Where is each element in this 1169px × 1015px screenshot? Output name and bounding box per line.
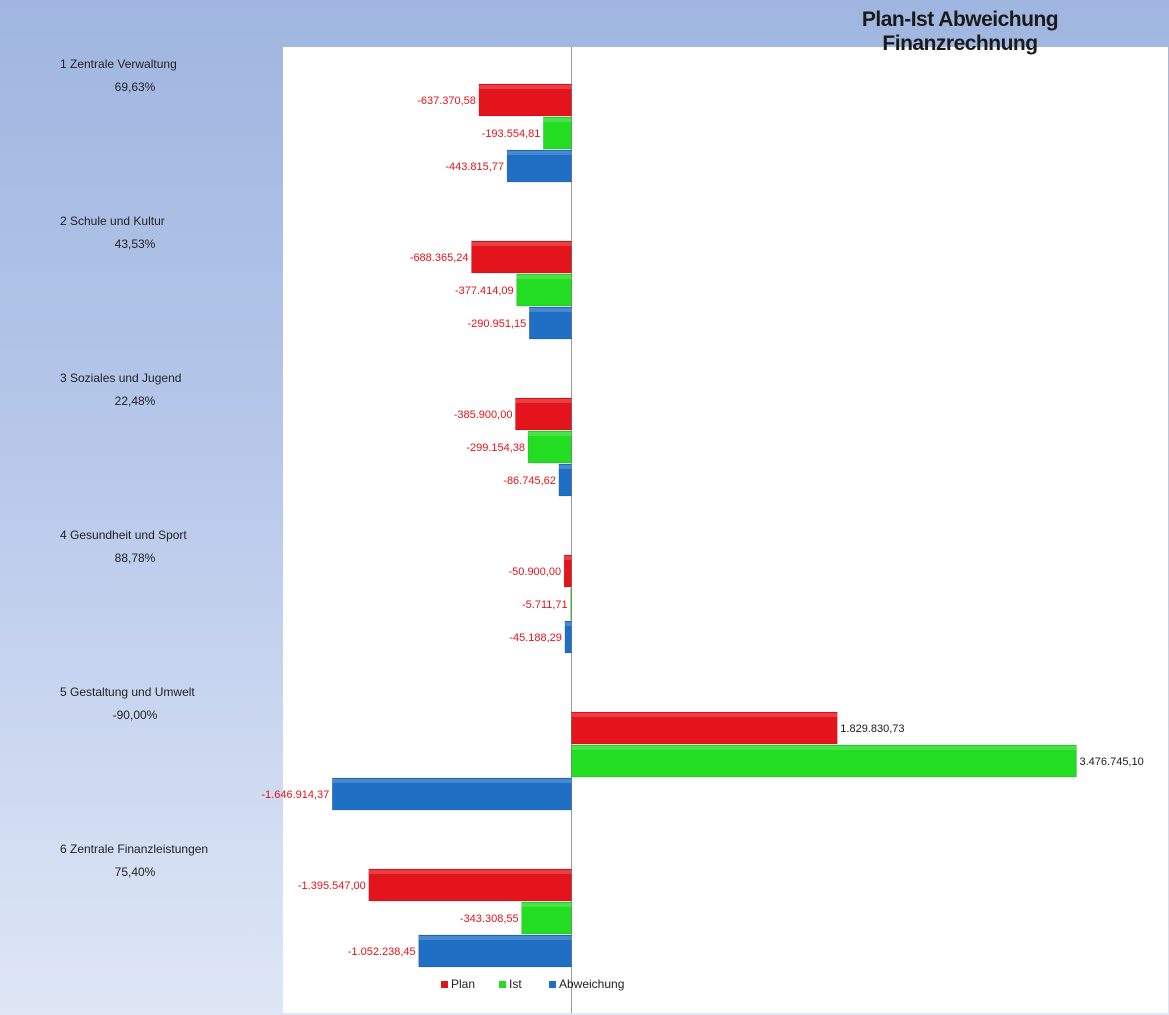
chart-subtitle: Finanzrechnung <box>882 32 1038 55</box>
bar-highlight-plan-6 <box>368 870 572 874</box>
data-label-plan-3: -385.900,00 <box>454 409 513 421</box>
data-label-plan-1: -637.370,58 <box>417 95 476 107</box>
bar-abweichung-1 <box>506 149 572 183</box>
bar-highlight-abweichung-4 <box>564 622 572 626</box>
legend-swatch-plan <box>441 980 448 988</box>
category-label-5: 5 Gestaltung und Umwelt <box>60 685 195 699</box>
bar-plan-5 <box>571 711 838 745</box>
legend-label-plan: Plan <box>451 977 476 991</box>
bar-plan-4 <box>563 554 572 588</box>
legend-swatch-abweichung <box>549 980 556 988</box>
bar-highlight-abweichung-1 <box>507 151 572 155</box>
data-label-abweichung-3: -86.745,62 <box>503 475 556 487</box>
data-label-ist-2: -377.414,09 <box>455 285 514 297</box>
bar-ist-1 <box>543 116 572 150</box>
bar-highlight-plan-3 <box>515 399 572 403</box>
category-percentage-3: 22,48% <box>114 394 156 408</box>
legend-swatch-ist <box>499 980 506 988</box>
category-percentage-1: 69,63% <box>114 80 156 94</box>
data-label-plan-5: 1.829.830,73 <box>840 723 904 735</box>
category-percentage-4: 88,78% <box>114 551 156 565</box>
bar-highlight-plan-2 <box>471 242 572 246</box>
bar-highlight-ist-6 <box>521 903 572 907</box>
data-label-plan-4: -50.900,00 <box>508 566 561 578</box>
data-label-plan-6: -1.395.547,00 <box>298 880 366 892</box>
bar-plan-3 <box>515 397 572 431</box>
chart-title: Plan-Ist Abweichung <box>861 8 1059 31</box>
category-label-4: 4 Gesundheit und Sport <box>60 528 187 542</box>
data-label-ist-5: 3.476.745,10 <box>1080 756 1144 768</box>
legend-item-abweichung: Abweichung <box>549 977 624 991</box>
legend-label-ist: Ist <box>509 977 522 991</box>
bar-highlight-abweichung-3 <box>558 465 572 469</box>
bar-ist-3 <box>527 430 572 464</box>
data-label-abweichung-6: -1.052.238,45 <box>348 946 416 958</box>
data-label-abweichung-4: -45.188,29 <box>509 632 562 644</box>
bar-highlight-ist-3 <box>528 432 572 436</box>
bar-highlight-plan-4 <box>564 556 572 560</box>
data-label-ist-1: -193.554,81 <box>482 128 541 140</box>
bar-highlight-ist-2 <box>516 275 572 279</box>
bar-plan-6 <box>368 868 572 902</box>
category-label-6: 6 Zentrale Finanzleistungen <box>60 842 209 856</box>
bar-highlight-plan-1 <box>478 85 572 89</box>
legend-item-plan: Plan <box>441 977 475 991</box>
bar-ist-6 <box>521 901 572 935</box>
bar-highlight-ist-1 <box>543 118 572 122</box>
bar-abweichung-2 <box>528 306 572 340</box>
data-label-abweichung-2: -290.951,15 <box>468 318 527 330</box>
bar-plan-1 <box>478 83 572 117</box>
data-label-ist-4: -5.711,71 <box>522 599 568 611</box>
category-label-2: 2 Schule und Kultur <box>60 214 165 228</box>
category-percentage-2: 43,53% <box>114 237 156 251</box>
bar-ist-4 <box>570 587 572 621</box>
data-label-ist-6: -343.308,55 <box>460 913 519 925</box>
bar-highlight-plan-5 <box>571 713 838 717</box>
bar-ist-2 <box>516 273 572 307</box>
data-label-abweichung-5: -1.646.914,37 <box>261 789 329 801</box>
category-label-1: 1 Zentrale Verwaltung <box>60 57 177 71</box>
category-percentage-6: 75,40% <box>114 865 156 879</box>
bar-highlight-abweichung-2 <box>529 308 572 312</box>
bar-abweichung-3 <box>558 463 572 497</box>
data-label-abweichung-1: -443.815,77 <box>445 161 504 173</box>
plot-area <box>283 47 1168 1013</box>
data-label-plan-2: -688.365,24 <box>410 252 469 264</box>
data-label-ist-3: -299.154,38 <box>466 442 525 454</box>
bar-abweichung-5 <box>332 777 572 811</box>
bar-plan-2 <box>471 240 572 274</box>
bar-abweichung-4 <box>564 620 572 654</box>
bar-highlight-abweichung-5 <box>332 779 572 783</box>
category-percentage-5: -90,00% <box>112 708 158 722</box>
bar-highlight-ist-5 <box>571 746 1077 750</box>
bar-highlight-abweichung-6 <box>418 936 572 940</box>
legend-label-abweichung: Abweichung <box>559 977 625 991</box>
bar-ist-5 <box>571 744 1077 778</box>
bar-abweichung-6 <box>418 934 572 968</box>
category-label-3: 3 Soziales und Jugend <box>60 371 182 385</box>
legend-item-ist: Ist <box>499 977 522 991</box>
